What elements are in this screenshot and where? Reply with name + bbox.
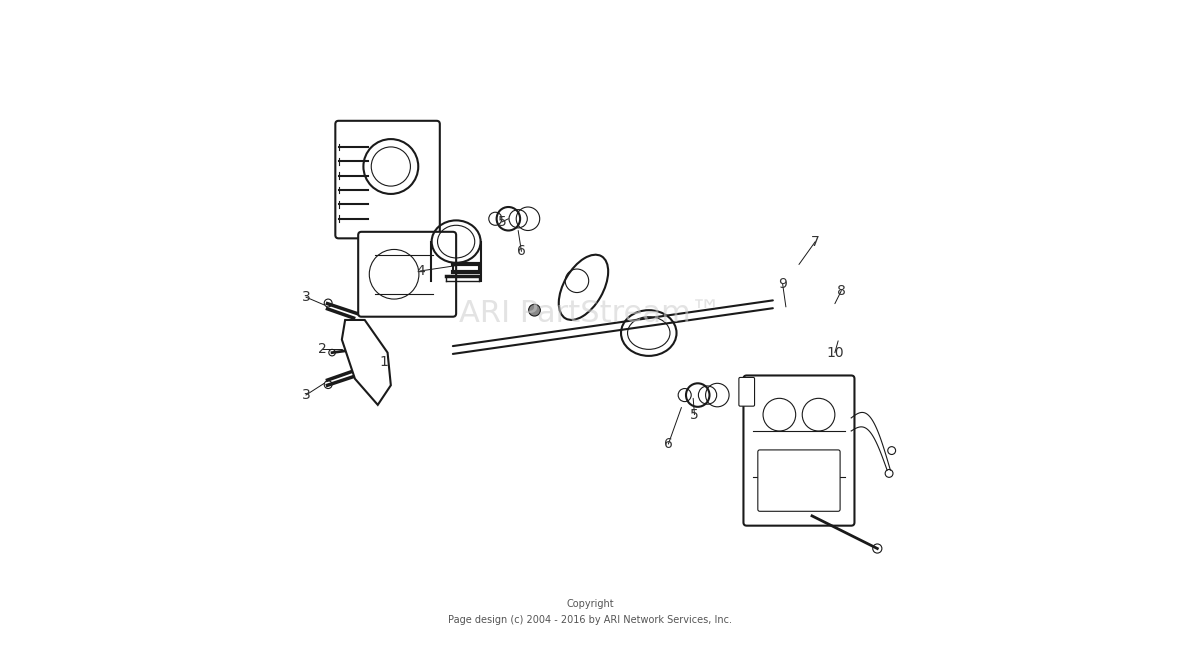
Circle shape (529, 304, 540, 316)
Text: 6: 6 (664, 437, 673, 451)
Ellipse shape (559, 255, 608, 320)
Text: ARI PartStream™: ARI PartStream™ (459, 299, 721, 328)
Text: 1: 1 (380, 355, 388, 370)
Text: 3: 3 (302, 388, 310, 402)
Text: Copyright: Copyright (566, 599, 614, 609)
FancyBboxPatch shape (335, 121, 440, 238)
Text: 7: 7 (811, 234, 820, 249)
Text: 4: 4 (415, 264, 425, 278)
Text: 10: 10 (826, 345, 844, 360)
FancyBboxPatch shape (739, 377, 754, 406)
Polygon shape (342, 320, 391, 405)
Text: 5: 5 (690, 407, 699, 422)
Text: 3: 3 (302, 290, 310, 304)
Text: 6: 6 (517, 244, 526, 259)
Text: Page design (c) 2004 - 2016 by ARI Network Services, Inc.: Page design (c) 2004 - 2016 by ARI Netwo… (448, 615, 732, 626)
Text: 5: 5 (498, 215, 506, 229)
Text: 2: 2 (317, 342, 327, 357)
FancyBboxPatch shape (758, 450, 840, 511)
FancyBboxPatch shape (743, 375, 854, 526)
FancyBboxPatch shape (359, 232, 457, 317)
Text: 8: 8 (837, 283, 846, 298)
Text: 9: 9 (778, 277, 787, 291)
